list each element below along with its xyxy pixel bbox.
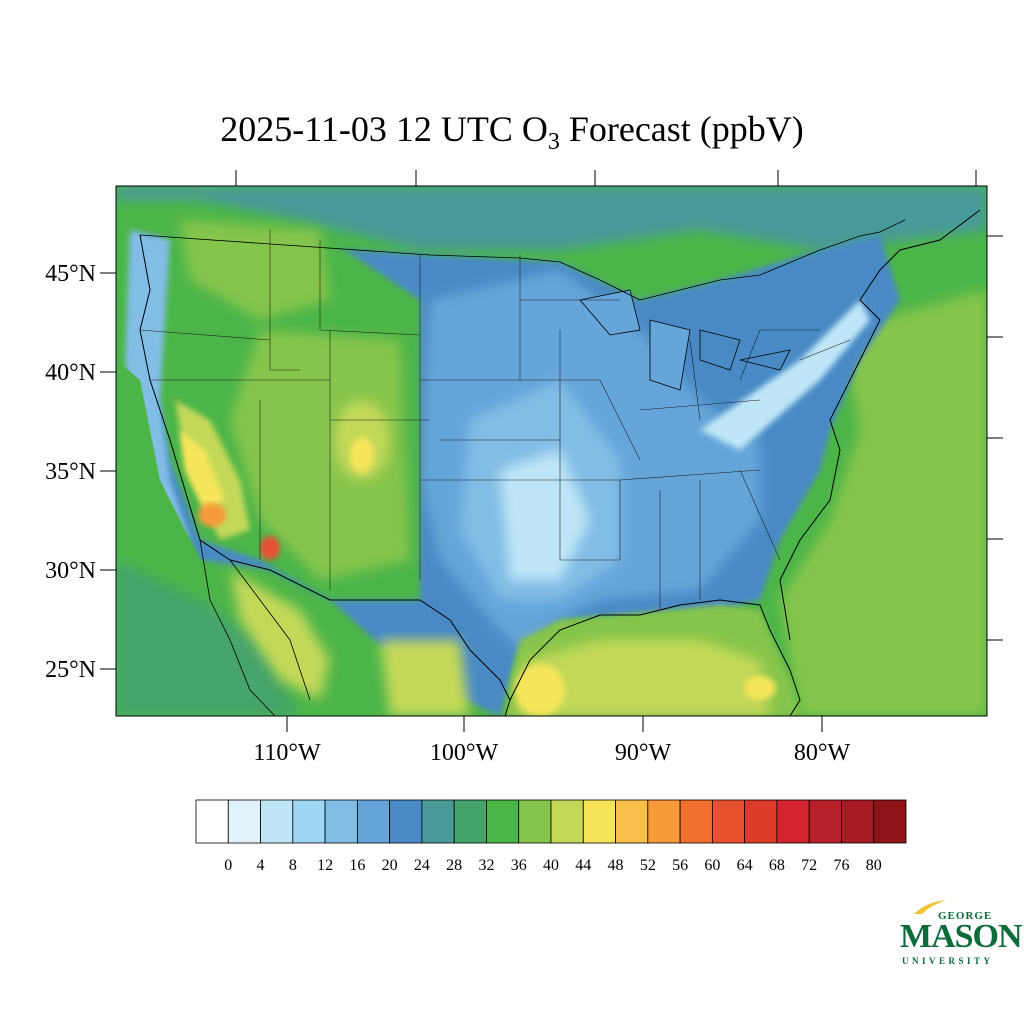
colorbar-bin-3 xyxy=(292,799,326,844)
lon-label-110: 110°W xyxy=(253,740,321,766)
colorbar-bin-21 xyxy=(873,799,907,844)
colorbar-bin-17 xyxy=(744,799,778,844)
colorbar-bin-16 xyxy=(711,799,746,844)
colorbar-bin-13 xyxy=(615,799,649,844)
map-frame xyxy=(115,185,988,717)
colorbar-bin-19 xyxy=(808,799,842,844)
colorbar-bin-5 xyxy=(356,799,391,844)
colorbar-bin-20 xyxy=(841,799,875,844)
colorbar-bin-4 xyxy=(324,799,358,844)
logo-top-text: GEORGE xyxy=(938,910,993,922)
lat-label-25: 25°N xyxy=(45,657,96,683)
colorbar-tick-label: 56 xyxy=(672,857,688,874)
colorbar-tick-label: 24 xyxy=(414,857,430,874)
colorbar-tick-label: 72 xyxy=(801,857,817,874)
colorbar-tick-label: 48 xyxy=(608,857,624,874)
logo-main-text: MASON xyxy=(900,918,1023,955)
colorbar-tick-label: 44 xyxy=(575,857,591,874)
colorbar-bin-12 xyxy=(582,799,616,844)
colorbar-tick-label: 16 xyxy=(349,857,365,874)
ozone-field xyxy=(116,186,987,716)
colorbar-bin-0 xyxy=(195,799,229,844)
colorbar xyxy=(195,799,907,844)
colorbar-tick-label: 32 xyxy=(478,857,494,874)
colorbar-tick-label: 8 xyxy=(289,857,297,874)
lat-label-35: 35°N xyxy=(45,459,96,485)
colorbar-bin-6 xyxy=(389,799,423,844)
colorbar-tick-label: 28 xyxy=(446,857,462,874)
colorbar-tick-label: 76 xyxy=(833,857,849,874)
lat-label-40: 40°N xyxy=(45,360,96,386)
colorbar-tick-label: 68 xyxy=(769,857,785,874)
map-title: 2025-11-03 12 UTC O3 Forecast (ppbV) xyxy=(220,109,804,155)
gmu-flame-icon xyxy=(914,900,946,914)
colorbar-tick-label: 60 xyxy=(704,857,720,874)
colorbar-tick-label: 20 xyxy=(382,857,398,874)
colorbar-bin-8 xyxy=(453,799,487,844)
colorbar-bin-15 xyxy=(679,799,713,844)
colorbar-tick-label: 12 xyxy=(317,857,333,874)
colorbar-tick-label: 4 xyxy=(257,857,265,874)
logo-bottom-text: UNIVERSITY xyxy=(902,956,994,966)
lat-label-30: 30°N xyxy=(45,558,96,584)
lat-label-45: 45°N xyxy=(45,261,96,287)
gmu-logo: GEORGE MASON UNIVERSITY xyxy=(898,898,1023,968)
colorbar-bin-11 xyxy=(550,799,584,844)
lon-label-90: 90°W xyxy=(615,740,672,766)
colorbar-tick-label: 80 xyxy=(866,857,882,874)
colorbar-tick-label: 36 xyxy=(511,857,527,874)
colorbar-bin-9 xyxy=(486,799,520,844)
colorbar-bin-14 xyxy=(647,799,681,844)
colorbar-bin-7 xyxy=(421,799,455,844)
colorbar-bin-18 xyxy=(776,799,810,844)
colorbar-labels: 0 4 8 12 16 20 24 28 32 36 40 44 48 52 56 60 64 68 72 76 80 xyxy=(224,857,881,874)
colorbar-bin-2 xyxy=(260,799,294,844)
colorbar-bin-1 xyxy=(227,799,261,844)
lon-label-80: 80°W xyxy=(794,740,851,766)
colorbar-tick-label: 64 xyxy=(737,857,753,874)
lon-label-100: 100°W xyxy=(430,740,499,766)
boundaries xyxy=(139,209,981,716)
colorbar-tick-label: 40 xyxy=(543,857,559,874)
colorbar-tick-label: 52 xyxy=(640,857,656,874)
colorbar-bin-10 xyxy=(518,799,552,844)
colorbar-tick-label: 0 xyxy=(224,857,232,874)
